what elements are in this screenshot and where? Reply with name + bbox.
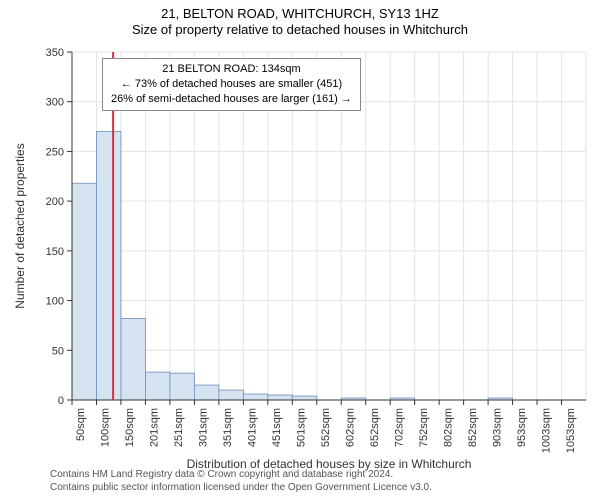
svg-text:301sqm: 301sqm (198, 408, 210, 447)
svg-text:250: 250 (46, 146, 64, 158)
svg-text:350: 350 (46, 47, 64, 59)
svg-text:251sqm: 251sqm (173, 408, 185, 447)
svg-text:702sqm: 702sqm (393, 408, 405, 447)
svg-text:752sqm: 752sqm (418, 408, 430, 447)
svg-text:50sqm: 50sqm (75, 408, 87, 441)
svg-text:953sqm: 953sqm (516, 408, 528, 447)
svg-text:602sqm: 602sqm (344, 408, 356, 447)
svg-text:50: 50 (52, 345, 64, 357)
footer-line1: Contains HM Land Registry data © Crown c… (50, 468, 432, 481)
footer-attribution: Contains HM Land Registry data © Crown c… (50, 468, 432, 494)
svg-text:451sqm: 451sqm (271, 408, 283, 447)
svg-text:1053sqm: 1053sqm (565, 408, 577, 453)
svg-text:501sqm: 501sqm (296, 408, 308, 447)
svg-text:401sqm: 401sqm (247, 408, 259, 447)
svg-text:552sqm: 552sqm (320, 408, 332, 447)
svg-text:802sqm: 802sqm (442, 408, 454, 447)
svg-text:852sqm: 852sqm (467, 408, 479, 447)
footer-line2: Contains public sector information licen… (50, 481, 432, 494)
svg-text:Number of detached properties: Number of detached properties (13, 143, 27, 308)
svg-text:150: 150 (46, 246, 64, 258)
svg-text:903sqm: 903sqm (491, 408, 503, 447)
svg-text:201sqm: 201sqm (149, 408, 161, 447)
annotation-line3: 26% of semi-detached houses are larger (… (111, 92, 352, 107)
svg-text:150sqm: 150sqm (124, 408, 136, 447)
chart-container: 21, BELTON ROAD, WHITCHURCH, SY13 1HZ Si… (0, 0, 600, 500)
annotation-line1: 21 BELTON ROAD: 134sqm (111, 62, 352, 77)
svg-text:100: 100 (46, 296, 64, 308)
svg-text:0: 0 (58, 395, 64, 407)
svg-text:200: 200 (46, 196, 64, 208)
svg-text:1003sqm: 1003sqm (540, 408, 552, 453)
svg-text:351sqm: 351sqm (222, 408, 234, 447)
svg-text:300: 300 (46, 97, 64, 109)
svg-text:100sqm: 100sqm (100, 408, 112, 447)
annotation-box: 21 BELTON ROAD: 134sqm ← 73% of detached… (102, 58, 361, 111)
annotation-line2: ← 73% of detached houses are smaller (45… (111, 77, 352, 92)
svg-text:652sqm: 652sqm (369, 408, 381, 447)
